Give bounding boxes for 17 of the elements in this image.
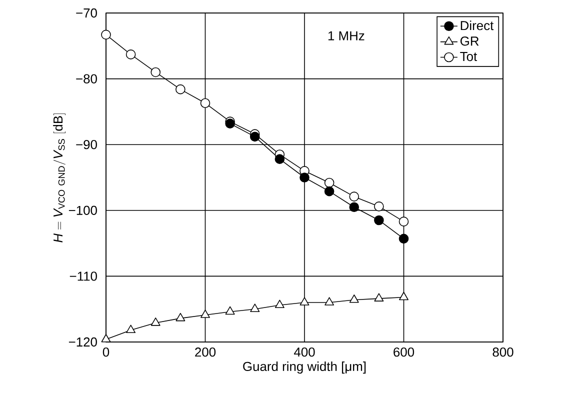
x-tick-label: 200 (195, 348, 216, 357)
legend-label: GR (460, 36, 479, 46)
legend-label: Direct (460, 20, 494, 30)
y-tick-label: −120 (68, 337, 97, 347)
y-tick-label: −80 (76, 74, 97, 84)
x-tick-label: 400 (294, 348, 315, 357)
y-tick-label: −70 (76, 8, 97, 18)
y-tick-label: −100 (68, 206, 97, 215)
x-tick-label: 0 (102, 348, 110, 357)
y-tick-label: −110 (70, 272, 97, 281)
y-tick-label: −90 (76, 140, 97, 150)
legend-label: Tot (460, 52, 478, 62)
annotation: 1 MHz (328, 31, 364, 40)
x-axis-title: Guard ring width [μm] (243, 362, 366, 374)
x-tick-label: 800 (492, 348, 514, 357)
y-axis-title: $\mathit{H} = \mathit{V}_{\mathrm{VCO\ GND}}/\mathit{V}_{\mathrm{SS}}\ \mathrm{[dB]}$ (53, 114, 66, 242)
x-tick-label: 600 (394, 348, 414, 357)
